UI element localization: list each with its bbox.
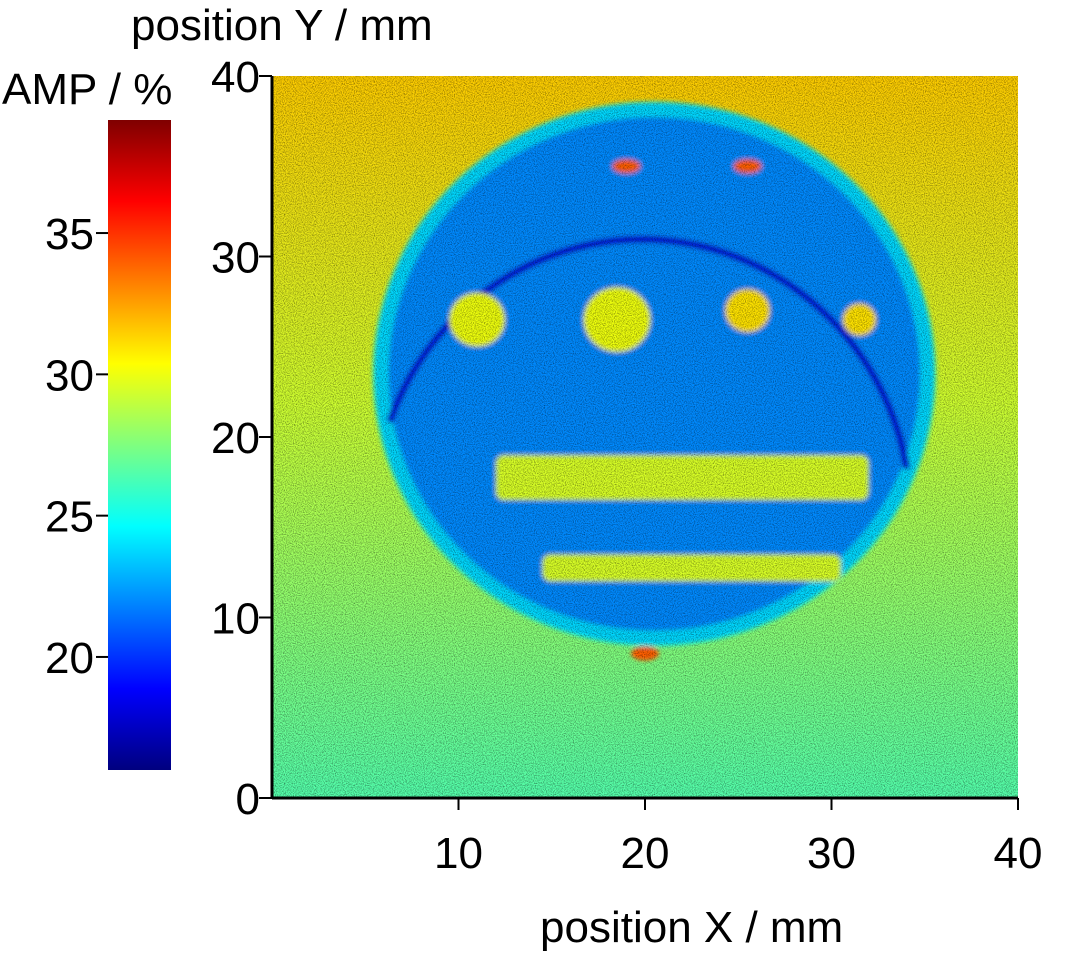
colorbar-tick-label: 30 [45,351,94,400]
y-axis-title: position Y / mm [131,1,433,50]
heatmap-image [272,76,1018,798]
y-tick-label: 20 [211,414,260,463]
colorbar-tick-label: 20 [45,634,94,683]
y-tick-label: 10 [211,595,260,644]
x-axis-title: position X / mm [540,903,843,952]
y-tick-label: 0 [236,775,260,824]
colorbar-gradient [108,120,171,770]
x-tick-label: 20 [621,829,670,878]
colorbar: 20 25 30 35 [45,120,171,770]
x-tick-label: 30 [807,829,856,878]
colorbar-title: AMP / % [2,65,172,114]
axes: 0 10 20 30 40 10 20 30 40 [211,53,1042,878]
colorbar-tick-label: 25 [45,493,94,542]
colorbar-tick-label: 35 [45,210,94,259]
y-tick-label: 40 [211,53,260,102]
y-tick-label: 30 [211,234,260,283]
x-tick-label: 40 [994,829,1043,878]
heatmap-noise [272,76,1018,798]
x-tick-label: 10 [434,829,483,878]
